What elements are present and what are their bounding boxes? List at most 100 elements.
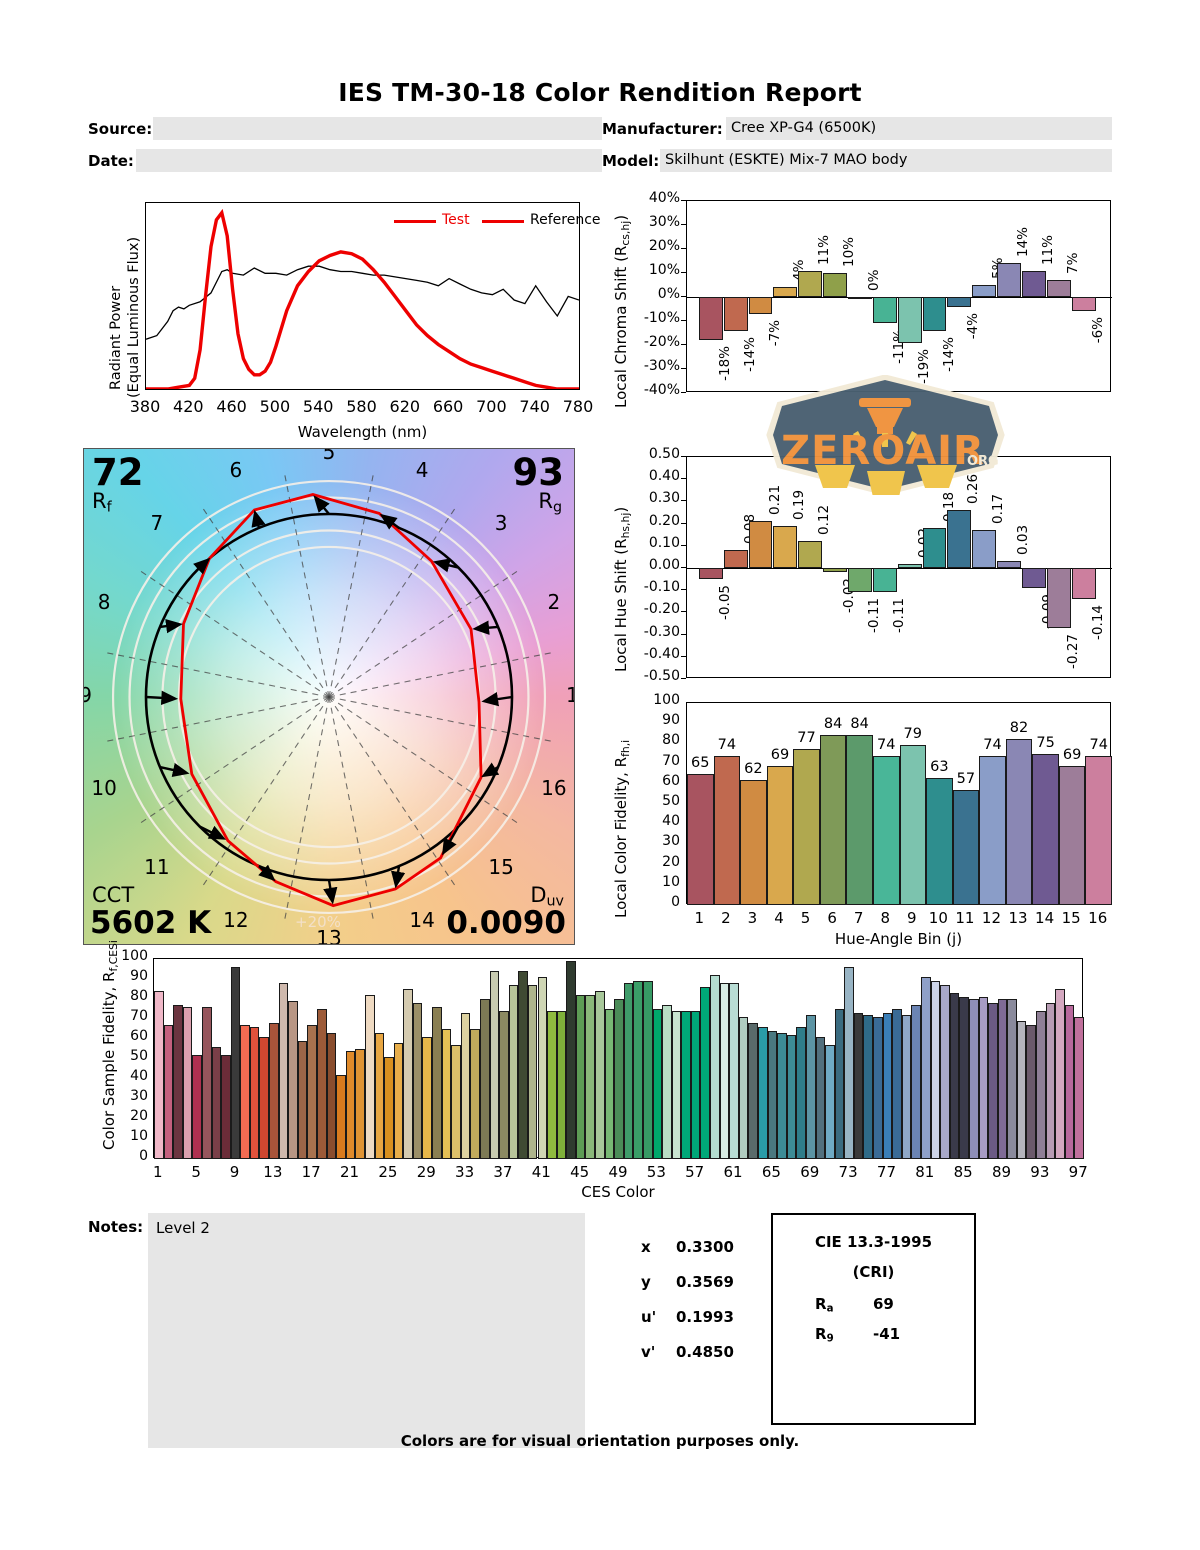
bar xyxy=(968,999,979,1159)
bar xyxy=(940,985,950,1159)
spd-xtick: 740 xyxy=(519,397,550,416)
cri-title: CIE 13.3-1995 xyxy=(814,1233,933,1251)
bar xyxy=(786,1035,797,1159)
y-tickmark xyxy=(681,633,686,635)
y-tick: -0.40 xyxy=(643,645,680,662)
x-tick: 16 xyxy=(1088,909,1108,927)
notes-label: Notes: xyxy=(88,1218,144,1236)
bar xyxy=(585,995,596,1159)
cvg-bin-label-1: 1 xyxy=(555,683,574,707)
y-tickmark xyxy=(681,567,686,568)
bar xyxy=(988,1003,998,1159)
bar-value-label: 69 xyxy=(770,746,790,763)
x-tick: 6 xyxy=(827,909,837,927)
page-title: IES TM-30-18 Color Rendition Report xyxy=(338,78,862,107)
spd-ylabel-line1: Radiant Power xyxy=(108,285,124,390)
x-tick: 37 xyxy=(493,1163,513,1181)
y-tick: 20 xyxy=(662,853,680,870)
bar xyxy=(451,1045,461,1159)
x-tick: 1 xyxy=(153,1163,163,1181)
y-tickmark xyxy=(681,392,686,393)
bar xyxy=(393,1043,404,1159)
y-tickmark xyxy=(681,456,686,457)
bar xyxy=(897,297,922,343)
bar-value-label: 62 xyxy=(744,760,763,777)
zero-line xyxy=(687,568,1112,569)
bar xyxy=(767,1031,778,1159)
cvg-ring-label: +20% xyxy=(295,913,341,931)
bar-value-label: 0.12 xyxy=(816,505,833,536)
y-tick: 0.50 xyxy=(648,446,680,462)
bar xyxy=(508,985,519,1159)
bar-value-label: 10% xyxy=(841,236,858,267)
bar xyxy=(892,1009,902,1159)
bar xyxy=(182,1007,193,1159)
cvg-bin-label-14: 14 xyxy=(409,907,435,932)
bar xyxy=(412,1003,423,1159)
spd-xtick: 780 xyxy=(562,397,594,416)
bar xyxy=(796,1027,806,1159)
date-field[interactable] xyxy=(136,149,602,172)
bar-value-label: 84 xyxy=(823,716,843,733)
bar xyxy=(766,765,794,905)
x-tick: 21 xyxy=(339,1163,360,1181)
bar xyxy=(163,1025,174,1159)
bar xyxy=(740,779,767,905)
legend-label-reference: Reference xyxy=(530,212,601,228)
bar xyxy=(154,991,164,1159)
bar xyxy=(873,1017,883,1159)
model-field[interactable]: Skilhunt (ESKTE) Mix-7 MAO body xyxy=(660,149,1112,172)
y-tickmark xyxy=(681,296,686,297)
bar xyxy=(819,735,847,905)
bar-value-label: -18% xyxy=(716,346,733,382)
cvg-bin-label-10: 10 xyxy=(91,776,117,801)
bar xyxy=(1071,568,1096,600)
cie-value-3: 0.4850 xyxy=(676,1343,734,1361)
bar-value-label: -0.11 xyxy=(890,598,907,634)
bar xyxy=(269,1023,279,1159)
bar xyxy=(897,563,922,568)
bar xyxy=(723,550,748,568)
bar xyxy=(240,1025,250,1159)
rg-label: Rg xyxy=(538,489,562,516)
bar-value-label: 63 xyxy=(930,758,949,775)
bar xyxy=(1046,568,1071,628)
manufacturer-field[interactable]: Cree XP-G4 (6500K) xyxy=(726,117,1112,140)
ces-xlabel: CES Color xyxy=(581,1183,655,1201)
cvg-bin-label-7: 7 xyxy=(150,510,164,535)
bar xyxy=(537,977,548,1159)
bar-value-label: 74 xyxy=(1089,736,1108,753)
bar xyxy=(872,755,900,905)
notes-field[interactable]: Level 2 xyxy=(148,1213,585,1448)
x-tick: 97 xyxy=(1068,1163,1088,1181)
bar xyxy=(1045,1003,1056,1159)
bar xyxy=(556,1011,567,1159)
bar xyxy=(527,985,538,1159)
y-tickmark xyxy=(681,655,686,657)
bar-value-label: 84 xyxy=(850,716,869,733)
bar-value-label: 74 xyxy=(983,736,1002,753)
bar xyxy=(384,1057,394,1159)
source-label: Source: xyxy=(88,120,153,138)
bar xyxy=(723,297,748,331)
bar xyxy=(1022,568,1046,588)
source-field[interactable] xyxy=(153,117,602,140)
bar xyxy=(1022,270,1046,297)
y-tick: 80 xyxy=(662,732,680,749)
bar xyxy=(1055,989,1065,1159)
y-tickmark xyxy=(681,368,686,369)
bar xyxy=(1074,1017,1084,1159)
y-tick: 30% xyxy=(648,214,680,230)
bar xyxy=(952,789,980,905)
y-tickmark xyxy=(681,478,686,480)
x-tick: 9 xyxy=(907,909,917,927)
y-tick: -20% xyxy=(643,334,680,350)
spd-ylabel-line2: (Equal Luminous Flux) xyxy=(126,236,142,398)
bar-value-label: 74 xyxy=(717,736,737,753)
bar xyxy=(470,1029,480,1159)
x-tick: 53 xyxy=(646,1163,666,1181)
rf-value: 72 xyxy=(92,451,144,494)
x-tick: 25 xyxy=(378,1163,398,1181)
bar xyxy=(921,977,931,1159)
